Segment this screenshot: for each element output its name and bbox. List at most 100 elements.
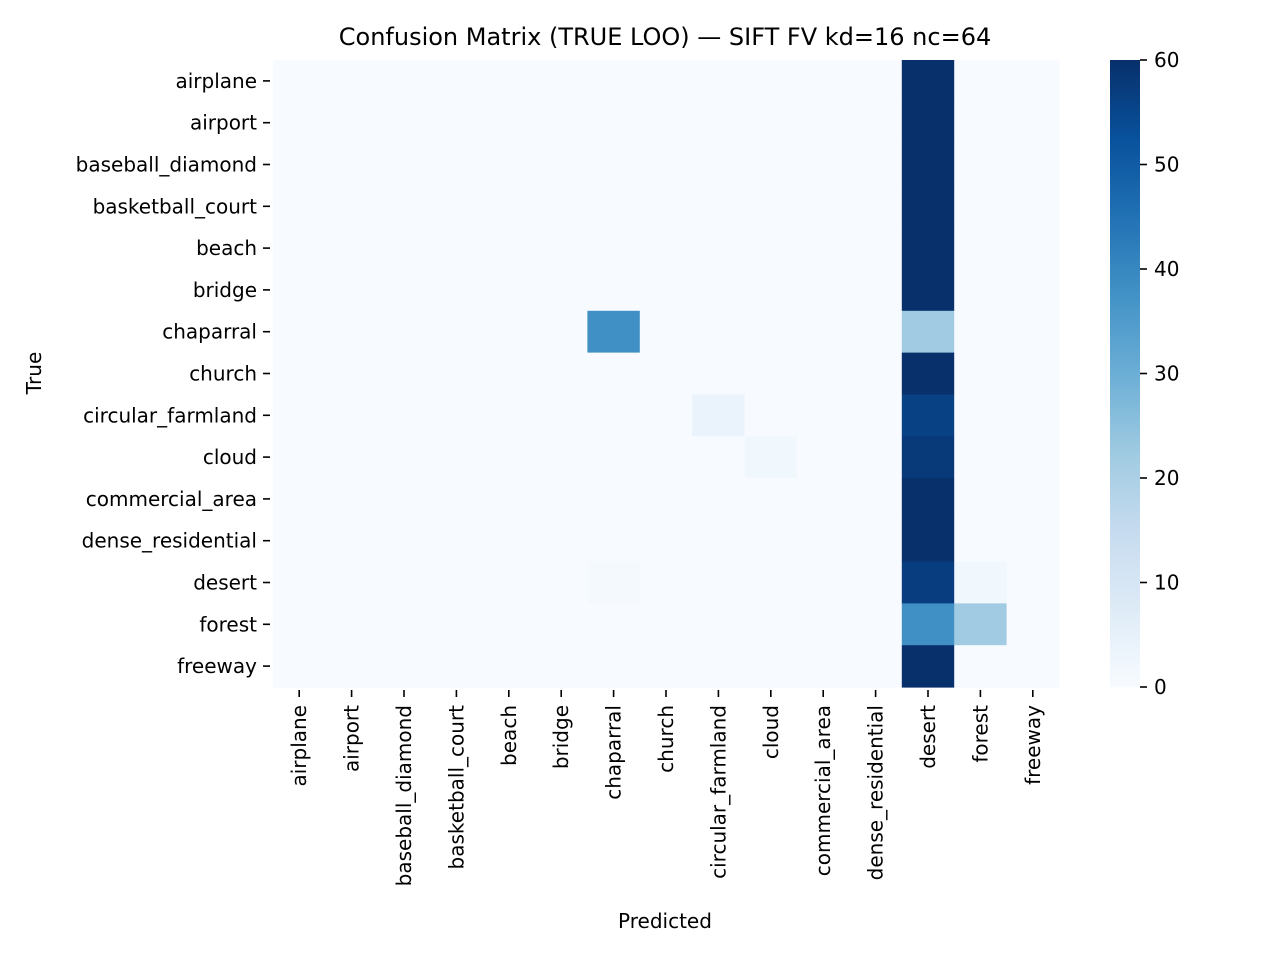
heatmap-cell	[954, 394, 1008, 437]
heatmap-cell	[954, 603, 1008, 646]
x-tick-label: commercial_area	[811, 705, 835, 876]
heatmap-cell	[797, 645, 850, 688]
heatmap-cell	[744, 352, 798, 395]
heatmap-cell	[639, 603, 693, 646]
heatmap-cell	[901, 394, 955, 437]
heatmap-cell	[535, 101, 588, 145]
heatmap-cell	[692, 645, 746, 688]
heatmap-cell	[587, 352, 641, 395]
heatmap-cell	[849, 227, 903, 270]
heatmap-cells	[273, 60, 1060, 688]
heatmap-cell	[954, 101, 1008, 145]
heatmap-cell	[325, 269, 379, 312]
heatmap-cell	[430, 101, 484, 145]
heatmap-cell	[325, 603, 379, 646]
heatmap-cell	[377, 478, 431, 521]
x-tick-label: forest	[968, 705, 992, 763]
heatmap-cell	[797, 60, 850, 103]
x-tick-label: airplane	[287, 705, 311, 787]
heatmap-cell	[797, 478, 850, 521]
heatmap-cell	[430, 143, 484, 186]
heatmap-cell	[377, 60, 431, 103]
heatmap-cell	[849, 310, 903, 354]
heatmap-cell	[954, 143, 1008, 186]
heatmap-cell	[482, 645, 536, 688]
heatmap-cell	[1006, 101, 1060, 145]
x-tick-label: chaparral	[602, 705, 626, 800]
heatmap-cell	[639, 352, 693, 395]
heatmap-cell	[1006, 478, 1060, 521]
heatmap-cell	[482, 60, 536, 103]
heatmap-cell	[639, 645, 693, 688]
colorbar-tick-label: 40	[1154, 257, 1179, 281]
heatmap-cell	[901, 101, 955, 145]
x-axis-label: Predicted	[618, 909, 712, 933]
heatmap-cell	[744, 603, 798, 646]
heatmap-cell	[744, 478, 798, 521]
heatmap-cell	[325, 310, 379, 354]
heatmap-cell	[901, 478, 955, 521]
x-tick-label: beach	[497, 705, 521, 766]
heatmap-cell	[692, 143, 746, 186]
heatmap-cell	[430, 561, 484, 604]
heatmap-cell	[430, 227, 484, 270]
heatmap-cell	[587, 310, 641, 354]
heatmap-cell	[639, 561, 693, 604]
heatmap-cell	[797, 143, 850, 186]
heatmap-cell	[901, 60, 955, 103]
heatmap-cell	[430, 269, 484, 312]
heatmap-cell	[430, 60, 484, 103]
heatmap-cell	[901, 185, 955, 228]
heatmap-cell	[797, 352, 850, 395]
heatmap-cell	[430, 478, 484, 521]
heatmap-cell	[325, 227, 379, 270]
heatmap-cell	[797, 561, 850, 604]
heatmap-cell	[1006, 561, 1060, 604]
heatmap-cell	[954, 310, 1008, 354]
heatmap-cell	[377, 645, 431, 688]
heatmap-cell	[954, 352, 1008, 395]
x-tick-label: baseball_diamond	[392, 705, 416, 886]
heatmap-cell	[1006, 269, 1060, 312]
heatmap-cell	[849, 478, 903, 521]
heatmap-cell	[482, 561, 536, 604]
heatmap-cell	[273, 478, 326, 521]
heatmap-cell	[744, 436, 798, 479]
heatmap-cell	[849, 603, 903, 646]
heatmap-cell	[430, 185, 484, 228]
heatmap-cell	[1006, 519, 1060, 563]
heatmap-cell	[325, 352, 379, 395]
heatmap-cell	[954, 519, 1008, 563]
x-tick-label: freeway	[1021, 705, 1045, 785]
heatmap-cell	[797, 227, 850, 270]
heatmap-cell	[797, 185, 850, 228]
heatmap-cell	[744, 185, 798, 228]
heatmap-cell	[273, 561, 326, 604]
heatmap-cell	[849, 561, 903, 604]
heatmap-cell	[273, 60, 326, 103]
heatmap-cell	[273, 227, 326, 270]
heatmap-cell	[1006, 603, 1060, 646]
heatmap-cell	[849, 101, 903, 145]
heatmap-cell	[377, 310, 431, 354]
heatmap-cell	[587, 603, 641, 646]
heatmap-cell	[325, 143, 379, 186]
heatmap-cell	[849, 269, 903, 312]
colorbar	[1110, 60, 1140, 687]
heatmap-cell	[797, 394, 850, 437]
heatmap-cell	[273, 352, 326, 395]
heatmap-cell	[377, 352, 431, 395]
heatmap-cell	[587, 519, 641, 563]
heatmap-cell	[692, 519, 746, 563]
y-tick-label: airplane	[175, 69, 257, 93]
heatmap-cell	[744, 269, 798, 312]
chart-title: Confusion Matrix (TRUE LOO) — SIFT FV kd…	[339, 23, 991, 51]
heatmap-cell	[954, 645, 1008, 688]
heatmap-cell	[430, 603, 484, 646]
heatmap-cell	[744, 60, 798, 103]
heatmap-cell	[482, 436, 536, 479]
x-tick-label: church	[654, 705, 678, 773]
heatmap-cell	[639, 101, 693, 145]
y-tick-label: dense_residential	[82, 529, 257, 553]
